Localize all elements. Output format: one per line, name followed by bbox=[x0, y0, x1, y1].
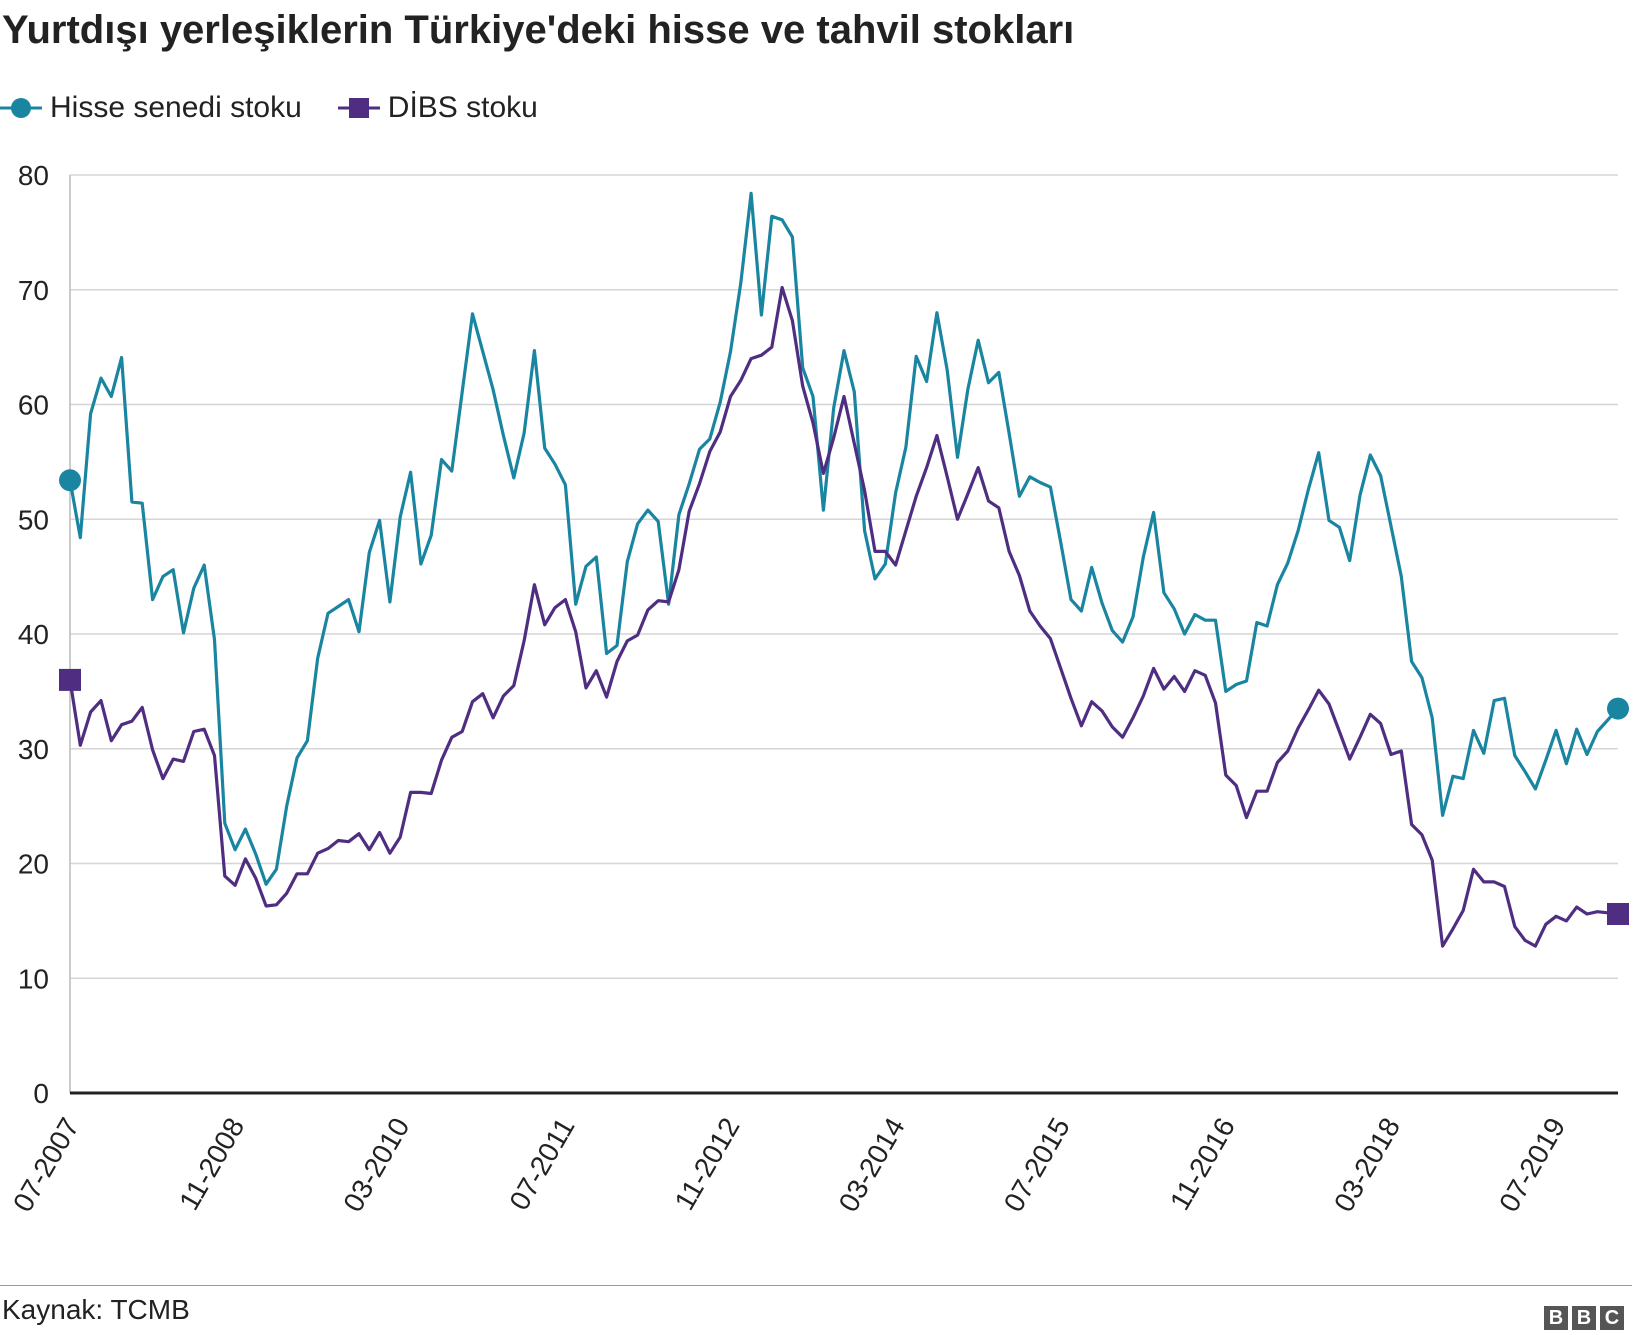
x-tick-label: 07-2015 bbox=[998, 1113, 1076, 1217]
x-tick-label: 11-2016 bbox=[1164, 1113, 1241, 1216]
y-tick-label: 60 bbox=[18, 390, 49, 421]
y-tick-label: 80 bbox=[18, 160, 49, 191]
series-line-hisse bbox=[68, 191, 1620, 886]
series-marker-dibs-start bbox=[59, 668, 81, 691]
y-tick-label: 40 bbox=[18, 619, 49, 650]
legend: Hisse senedi stoku DİBS stoku bbox=[0, 88, 574, 128]
x-tick-label: 11-2008 bbox=[173, 1113, 250, 1216]
series-marker-dibs-end bbox=[1607, 902, 1629, 925]
x-tick-label: 11-2012 bbox=[668, 1113, 745, 1216]
y-tick-label: 20 bbox=[18, 849, 49, 880]
bbc-logo-letter-1: B bbox=[1544, 1306, 1568, 1330]
legend-item-dibs: DİBS stoku bbox=[337, 91, 538, 125]
series-line-dibs bbox=[68, 285, 1619, 948]
legend-label-dibs: DİBS stoku bbox=[387, 91, 538, 124]
footer-divider bbox=[0, 1285, 1632, 1286]
chart-title: Yurtdışı yerleşiklerin Türkiye'deki hiss… bbox=[2, 8, 1075, 52]
legend-label-hisse: Hisse senedi stoku bbox=[50, 91, 302, 124]
bbc-logo-letter-2: B bbox=[1572, 1306, 1596, 1330]
bbc-logo: B B C bbox=[1540, 1306, 1624, 1330]
y-tick-label: 30 bbox=[18, 734, 49, 765]
y-tick-label: 70 bbox=[18, 275, 49, 306]
legend-key-square-icon bbox=[337, 98, 380, 118]
y-tick-label: 50 bbox=[18, 504, 49, 535]
line-chart: 0 10 20 30 40 50 60 70 80 07-2007 11-2008 03-2010 07… bbox=[7, 160, 1629, 1217]
x-tick-label: 07-2019 bbox=[1493, 1113, 1571, 1217]
x-tick-label: 03-2014 bbox=[833, 1113, 911, 1217]
legend-key-circle-icon bbox=[0, 98, 42, 118]
x-tick-label: 07-2011 bbox=[503, 1113, 580, 1216]
bbc-logo-letter-3: C bbox=[1600, 1306, 1624, 1330]
y-tick-label: 0 bbox=[33, 1078, 49, 1109]
y-tick-label: 10 bbox=[18, 963, 49, 994]
x-tick-label: 03-2010 bbox=[337, 1113, 415, 1217]
source-note: Kaynak: TCMB bbox=[2, 1294, 190, 1325]
x-tick-label: 03-2018 bbox=[1328, 1113, 1406, 1217]
x-tick-label: 07-2007 bbox=[7, 1113, 85, 1217]
series-marker-hisse-start bbox=[59, 469, 81, 492]
series-marker-hisse-end bbox=[1607, 697, 1629, 720]
legend-item-hisse: Hisse senedi stoku bbox=[0, 91, 302, 125]
